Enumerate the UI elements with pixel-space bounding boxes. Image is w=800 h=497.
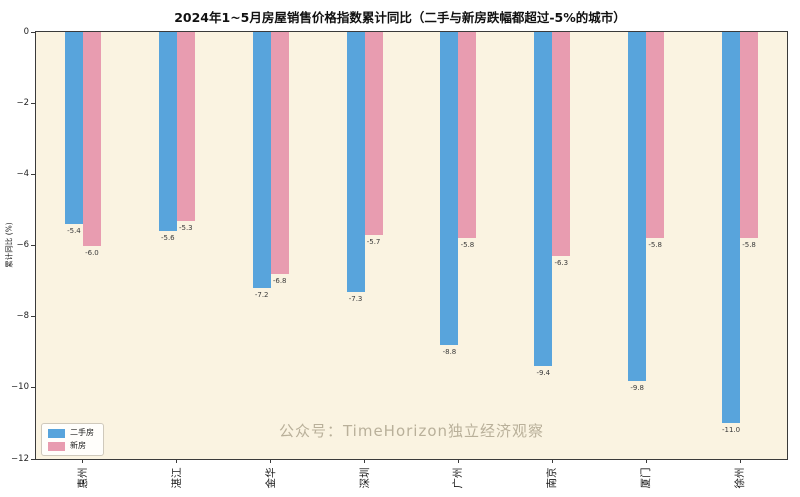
bar-value-label: -9.4 — [536, 369, 551, 378]
x-tick-mark — [270, 459, 272, 463]
legend-swatch-新房 — [48, 441, 65, 451]
bar-新房-深圳 — [364, 32, 383, 235]
bar-value-label: -5.8 — [460, 241, 475, 250]
y-tick-label: −6 — [16, 240, 29, 250]
bar-二手房-徐州 — [722, 32, 741, 424]
y-tick-mark — [31, 316, 35, 318]
bar-二手房-湛江 — [158, 32, 177, 232]
y-tick-label: −4 — [16, 168, 29, 179]
bar-value-label: -5.3 — [178, 223, 193, 232]
bar-新房-南京 — [552, 32, 571, 257]
y-tick-label: −12 — [11, 453, 29, 464]
bar-新房-徐州 — [740, 32, 759, 239]
x-category-label-text: 惠州 — [76, 467, 89, 489]
y-tick-mark — [31, 102, 35, 104]
bar-value-label: -8.8 — [442, 348, 457, 357]
y-tick-label: −10 — [11, 382, 29, 393]
plot-area: 公众号：TimeHorizon独立经济观察 二手房新房 0 −2 −4 −6 −8 −10… — [11, 27, 788, 489]
y-tick-mark — [31, 173, 35, 175]
bar-二手房-南京 — [534, 32, 553, 367]
y-tick-mark — [31, 31, 35, 33]
legend-label: 二手房 — [70, 428, 94, 437]
bar-value-label: -6.8 — [272, 276, 287, 285]
bar-value-label: -5.7 — [366, 237, 381, 246]
y-tick-label: −2 — [16, 97, 29, 108]
y-tick-mark — [31, 458, 35, 460]
bar-二手房-广州 — [440, 32, 459, 346]
x-category-label-text: 厦门 — [640, 467, 653, 489]
watermark: 公众号：TimeHorizon独立经济观察 — [278, 422, 545, 440]
legend-item-新房: 新房 — [48, 441, 94, 451]
x-category-label-text: 广州 — [452, 467, 465, 489]
bar-新房-湛江 — [176, 32, 195, 221]
bar-value-label: -6.0 — [85, 248, 99, 257]
y-tick-mark — [31, 245, 35, 246]
bar-value-label: -7.3 — [348, 294, 363, 303]
bar-二手房-惠州 — [64, 32, 83, 225]
x-tick-mark — [551, 459, 553, 463]
y-tick-label: −8 — [16, 311, 29, 322]
bar-二手房-厦门 — [628, 32, 647, 381]
x-category-label-text: 湛江 — [170, 467, 183, 489]
x-tick-mark — [364, 459, 366, 463]
legend: 二手房 新房 — [41, 423, 104, 456]
x-tick-mark — [176, 459, 178, 463]
x-category-label-text: 金华 — [264, 467, 277, 489]
bar-二手房-金华 — [252, 32, 271, 289]
legend-label: 新房 — [70, 441, 86, 450]
legend-item-二手房: 二手房 — [48, 428, 94, 438]
y-tick-label: 0 — [23, 26, 29, 37]
bar-value-label: -5.8 — [742, 241, 756, 250]
bar-value-label: -5.8 — [648, 241, 663, 250]
x-category-label-text: 徐州 — [734, 467, 747, 489]
x-tick-mark — [739, 459, 741, 463]
x-tick-mark — [457, 459, 459, 463]
legend-swatch-二手房 — [48, 428, 65, 438]
bar-新房-惠州 — [82, 32, 101, 246]
x-category-label-text: 深圳 — [358, 467, 371, 489]
bar-value-label: -11.0 — [722, 426, 741, 435]
bar-value-label: -7.2 — [254, 291, 269, 300]
bar-二手房-深圳 — [346, 32, 365, 292]
bar-新房-广州 — [458, 32, 477, 239]
bar-value-label: -9.8 — [630, 383, 645, 392]
bar-value-label: -5.6 — [160, 234, 175, 243]
x-tick-mark — [82, 459, 84, 463]
bar-新房-金华 — [270, 32, 289, 274]
bar-新房-厦门 — [646, 32, 665, 239]
bar-value-label: -6.3 — [554, 259, 569, 268]
y-tick-mark — [31, 387, 35, 389]
chart-title: 2024年1~5月房屋销售价格指数累计同比（二手与新房跌幅都超过-5%的城市） — [174, 10, 626, 25]
x-category-label-text: 南京 — [546, 467, 559, 489]
bar-value-label: -5.4 — [67, 227, 81, 236]
x-tick-mark — [645, 459, 647, 463]
